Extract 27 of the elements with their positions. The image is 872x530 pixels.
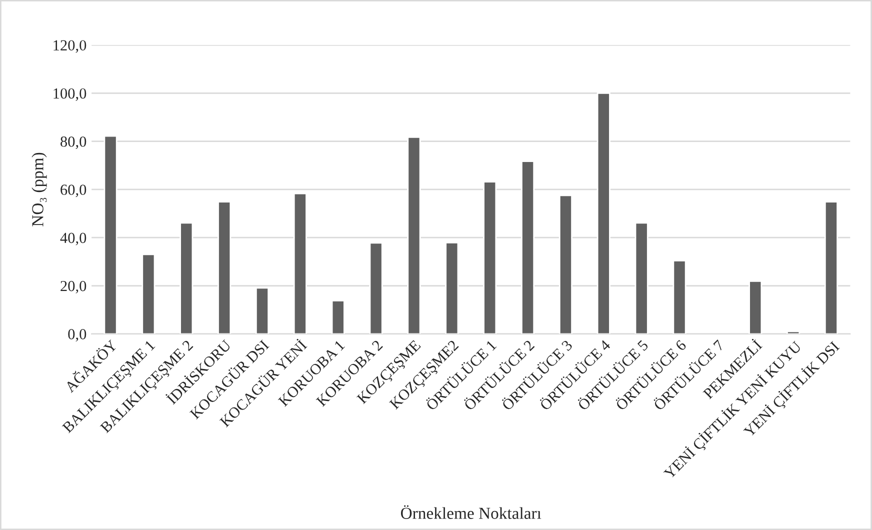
bar (824, 201, 838, 334)
bar (180, 222, 194, 334)
bar (748, 280, 762, 334)
bar (558, 194, 572, 334)
y-tick-label: 120,0 (54, 40, 86, 53)
y-tick-label: 20,0 (60, 280, 86, 294)
y-tick-label: 60,0 (60, 184, 86, 198)
bar (104, 135, 118, 334)
y-tick-label: 40,0 (60, 232, 86, 246)
bar (672, 260, 686, 334)
bar (293, 192, 307, 334)
x-axis-title: Örnekleme Noktaları (400, 505, 542, 519)
bar (407, 136, 421, 334)
bar (142, 254, 156, 334)
y-tick-label: 100,0 (54, 88, 86, 101)
y-axis-title: NO₃ (ppm) (32, 152, 47, 226)
bar (483, 181, 497, 334)
bar (218, 201, 232, 334)
bar (596, 92, 610, 334)
bar (634, 222, 648, 334)
y-tick-label: 0,0 (68, 329, 86, 342)
bar (331, 300, 345, 334)
bar (255, 287, 270, 334)
bar (369, 242, 383, 334)
y-tick-label: 80,0 (60, 136, 86, 149)
bar (521, 160, 535, 334)
bar (445, 242, 459, 334)
